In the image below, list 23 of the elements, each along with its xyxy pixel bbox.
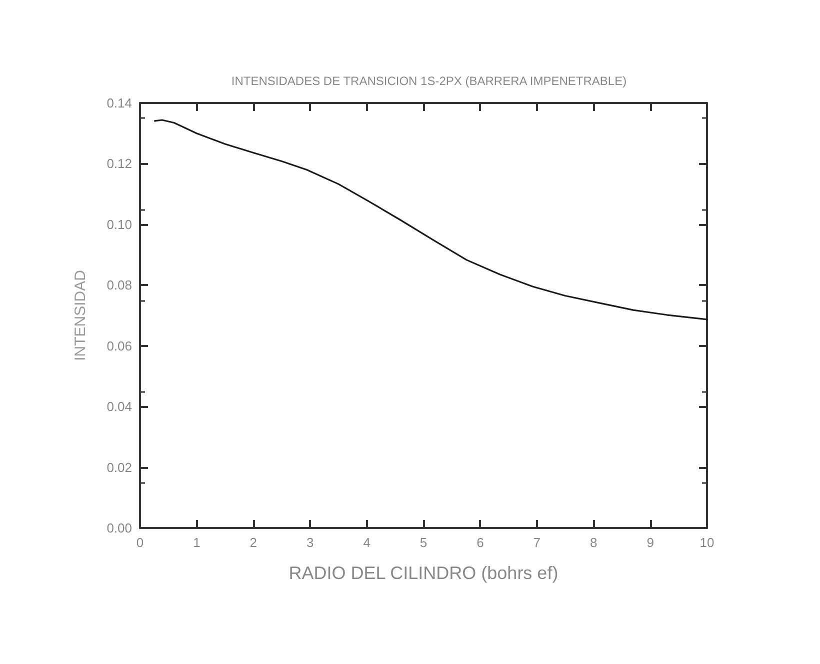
x-tick-label: 2 — [250, 535, 258, 550]
y-tick-label: 0.04 — [106, 399, 132, 414]
x-tick-label: 8 — [590, 535, 598, 550]
x-tick-label: 0 — [136, 535, 144, 550]
x-tick-label: 10 — [700, 535, 714, 550]
y-tick-label: 0.12 — [106, 156, 132, 172]
x-tick-label: 7 — [533, 535, 541, 550]
x-tick-label: 6 — [476, 535, 484, 550]
x-tick-label: 1 — [193, 535, 200, 550]
x-tick-label: 3 — [306, 535, 314, 550]
y-tick-label: 0.10 — [106, 216, 132, 232]
y-axis-title: INTENSIDAD — [72, 270, 89, 361]
y-tick-label: 0.02 — [106, 460, 132, 475]
y-tick-label: 0.06 — [106, 338, 132, 354]
y-tick-label: 0.14 — [106, 96, 132, 110]
line-series — [154, 119, 708, 320]
x-axis-title: RADIO DEL CILINDRO (bohrs ef) — [288, 563, 558, 583]
y-tick-label: 0.00 — [106, 520, 132, 536]
x-tick-label: 4 — [363, 535, 370, 550]
y-tick-label: 0.08 — [106, 278, 132, 293]
x-tick-label: 5 — [420, 535, 428, 550]
x-tick-label: 9 — [646, 535, 654, 550]
chart-title: INTENSIDADES DE TRANSICION 1S-2PX (BARRERA IMPENETRABLE) — [231, 74, 627, 88]
